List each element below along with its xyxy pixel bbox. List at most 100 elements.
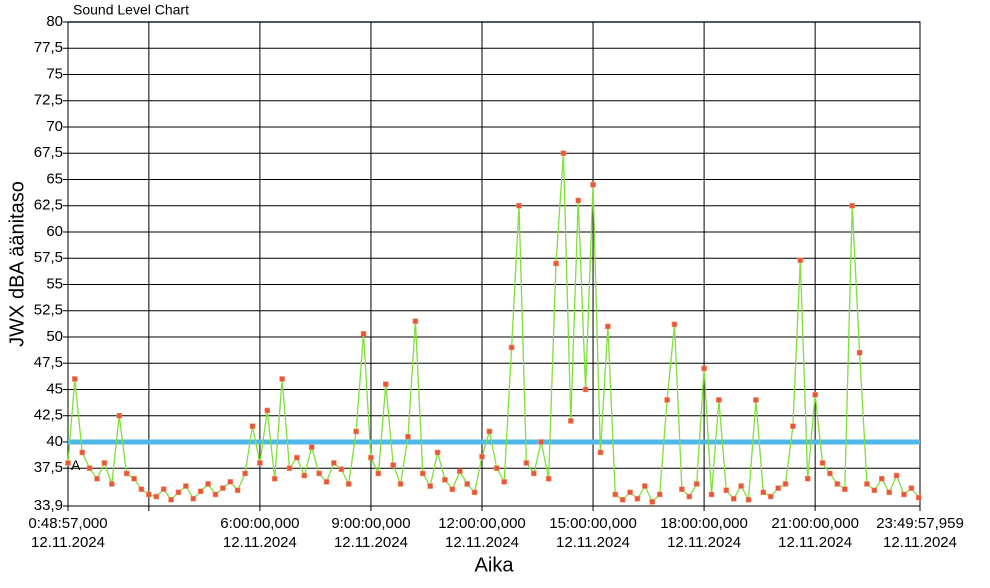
data-point [671,321,678,328]
chart-title: Sound Level Chart [73,2,189,18]
data-point [523,460,530,466]
data-point [94,475,100,482]
data-point [456,468,463,475]
y-tick-label: 45 [46,380,63,397]
data-point [271,475,278,482]
data-point [227,479,234,485]
data-point [405,433,411,440]
data-point [716,397,722,403]
data-point [79,449,86,456]
data-point [619,496,626,503]
data-point [908,485,915,491]
data-point [634,495,641,502]
data-point [642,483,648,489]
data-point [708,491,715,498]
data-point [693,481,700,487]
data-point [590,181,596,188]
data-point [212,491,219,498]
y-tick-label: 65 [46,170,63,187]
y-tick-label: 75 [46,65,63,82]
data-point [464,481,470,487]
y-tick-label: 37,5 [34,459,63,476]
data-point [679,486,685,493]
data-point [123,470,130,477]
data-point [153,493,160,500]
data-point [486,428,493,435]
data-point [286,465,293,472]
data-point [449,486,456,493]
data-point [745,496,752,503]
data-point [86,465,93,472]
data-point [301,472,308,479]
data-point [375,470,382,477]
data-point [353,428,359,435]
data-point [294,454,300,461]
y-tick-label: 42,5 [34,407,63,424]
data-point [819,460,826,466]
data-point [197,488,204,495]
data-point [560,150,567,157]
data-point [412,318,419,325]
data-point [471,489,478,496]
data-point [397,481,404,487]
data-point [434,449,441,456]
y-tick-label: 60 [46,223,63,240]
data-point [753,397,759,403]
y-axis-title: JWX dBA äänitaso [6,181,28,347]
data-point [723,487,730,494]
data-point [864,481,870,487]
y-tick-label: 52,5 [34,302,63,319]
x-tick-label: 21:00:00,000 12.11.2024 [771,515,859,551]
x-tick-label: 12:00:00,000 12.11.2024 [438,515,526,551]
y-tick-label: 40 [46,433,63,450]
data-point [545,475,552,482]
data-point [109,481,115,487]
y-tick-label: 47,5 [34,354,63,371]
data-point [664,397,670,403]
data-point [131,475,137,482]
data-point [279,376,285,382]
data-point [101,460,108,466]
x-tick-label: 18:00:00,000 12.11.2024 [660,515,748,551]
data-point [360,331,367,337]
data-point [701,365,707,372]
data-point [597,449,604,456]
data-point [893,472,900,479]
x-tick-label: 0:48:57,000 12.11.2024 [28,515,108,551]
y-tick-label: 77,5 [34,39,63,56]
annotation: A [71,457,81,473]
data-point [368,454,374,461]
data-point [656,491,663,498]
data-point [531,470,537,477]
data-point [627,489,633,496]
x-axis-title: Aika [475,554,515,576]
data-point [760,489,767,496]
data-point [775,485,781,491]
plot-area [67,21,921,507]
data-point [886,489,892,496]
data-point [841,486,848,493]
data-point [205,481,211,487]
data-point [582,386,589,393]
data-point [65,460,71,466]
data-point [849,202,855,209]
data-point [427,483,433,489]
grid [67,21,921,507]
data-point [345,481,352,487]
data-point [790,423,796,430]
data-point [175,489,182,496]
data-point [508,344,515,351]
y-tick-label: 67,5 [34,144,63,161]
data-point [834,481,841,487]
data-point [738,483,744,489]
data-point [516,202,522,209]
data-point [797,257,804,264]
data-point [234,487,241,494]
data-point [183,483,189,489]
data-point [812,391,818,398]
data-point [915,494,922,501]
data-point [901,491,907,498]
data-point [220,485,226,491]
data-point [257,460,263,466]
x-tick-label: 23:49:57,959 12.11.2024 [876,515,964,551]
